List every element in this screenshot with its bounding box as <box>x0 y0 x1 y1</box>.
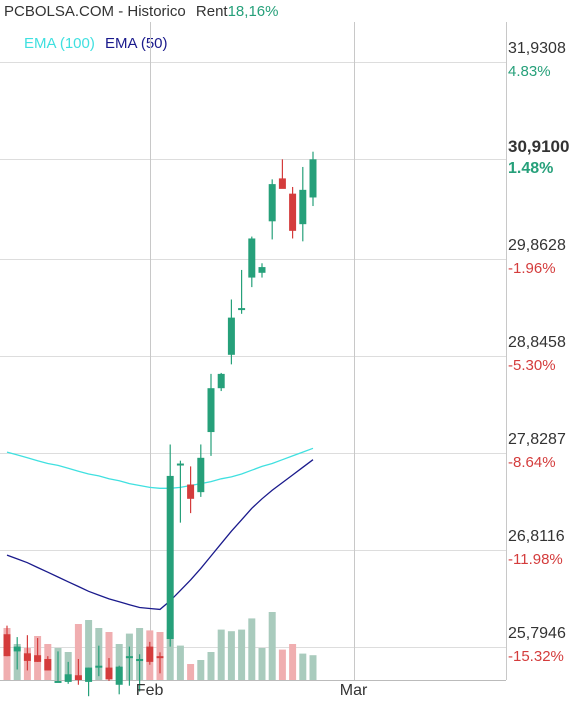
candles <box>3 151 317 697</box>
volume-bar <box>238 629 246 680</box>
x-tick-label: Mar <box>339 682 368 699</box>
price-level-pct: 4.83% <box>508 62 551 80</box>
candle-body <box>299 189 307 225</box>
candle-body <box>3 634 11 657</box>
price-level-pct: -11.98% <box>508 551 563 569</box>
price-level-pct: -8.64% <box>508 454 556 472</box>
current-price-label: 30,9100 <box>508 137 570 157</box>
volume-bar <box>289 644 297 680</box>
candle-body <box>227 317 235 355</box>
candle-body <box>278 178 286 189</box>
candle-body <box>248 238 256 278</box>
volume-bar <box>115 644 123 680</box>
candle-body <box>238 308 246 311</box>
candle-body <box>156 656 164 659</box>
candle-body <box>136 659 144 662</box>
grid <box>0 22 507 681</box>
candle-body <box>289 193 297 231</box>
rent-value: 18,16% <box>227 3 279 20</box>
candle-body <box>197 457 205 493</box>
price-level-label: 31,9308 <box>508 39 566 57</box>
candle-body <box>125 656 133 659</box>
candle-body <box>64 674 72 682</box>
volume-bar <box>136 628 144 680</box>
volume-bar <box>299 653 307 680</box>
candle-body <box>187 484 195 499</box>
volume-bar <box>309 655 317 680</box>
price-level-label: 26,8116 <box>508 528 565 546</box>
volume-bar <box>248 618 256 680</box>
volume-bar <box>85 620 93 680</box>
volume-bar <box>197 660 205 680</box>
volume-bar <box>227 631 235 680</box>
candle-body <box>268 184 276 222</box>
candle-body <box>44 659 52 671</box>
candle-body <box>115 666 123 685</box>
candle-body <box>74 675 82 680</box>
volume-bar <box>258 648 266 680</box>
price-level-label: 27,8287 <box>508 431 566 449</box>
candle-body <box>166 475 174 639</box>
volume-bar <box>74 624 82 680</box>
candle-body <box>207 388 215 433</box>
volume-bar <box>105 632 113 680</box>
volume-bar <box>207 652 215 680</box>
candle-body <box>258 267 266 273</box>
price-level-label: 29,8628 <box>508 237 566 255</box>
chart-header: PCBOLSA.COM - Historico Rent18,16% <box>4 3 278 20</box>
header-separator: - <box>114 3 128 20</box>
price-level-label: 28,8458 <box>508 334 566 352</box>
candle-body <box>54 680 62 683</box>
candle-body <box>23 653 31 661</box>
candle-body <box>309 159 317 198</box>
volume-bar <box>166 629 174 680</box>
volume-bar <box>217 629 225 680</box>
volume-bar <box>278 649 286 680</box>
section-name: Historico <box>127 3 186 20</box>
candle-body <box>34 655 42 662</box>
price-level-pct: -5.30% <box>508 357 556 375</box>
ema100-line <box>6 447 314 489</box>
candle-body <box>105 667 113 680</box>
volume-bar <box>268 612 276 680</box>
rent-label: Rent <box>195 3 228 20</box>
current-price-pct: 1.48% <box>508 160 554 178</box>
candle-body <box>85 667 93 682</box>
price-level-pct: -1.96% <box>508 260 556 278</box>
candle-body <box>217 373 225 389</box>
site-name[interactable]: PCBOLSA.COM <box>4 3 115 20</box>
legend-ema50[interactable]: EMA (50) <box>105 35 168 52</box>
candle-body <box>146 646 154 662</box>
legend-ema100[interactable]: EMA (100) <box>24 35 95 52</box>
candle-body <box>13 646 21 652</box>
price-level-label: 25,7946 <box>508 625 566 643</box>
candle-body <box>95 665 103 668</box>
candle-body <box>176 463 184 466</box>
x-tick-label: Feb <box>135 682 164 699</box>
ema50-line <box>6 459 314 611</box>
volume-bar <box>176 645 184 680</box>
volume-bar <box>187 664 195 680</box>
price-level-pct: -15.32% <box>508 648 564 666</box>
ema-lines <box>6 447 314 611</box>
